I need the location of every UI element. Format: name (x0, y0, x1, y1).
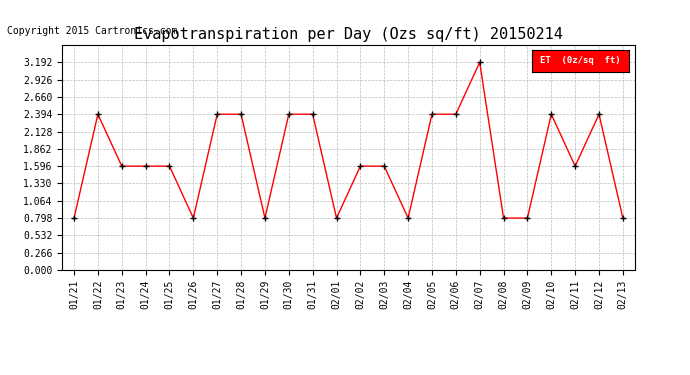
Text: Copyright 2015 Cartronics.com: Copyright 2015 Cartronics.com (7, 26, 177, 36)
Title: Evapotranspiration per Day (Ozs sq/ft) 20150214: Evapotranspiration per Day (Ozs sq/ft) 2… (134, 27, 563, 42)
